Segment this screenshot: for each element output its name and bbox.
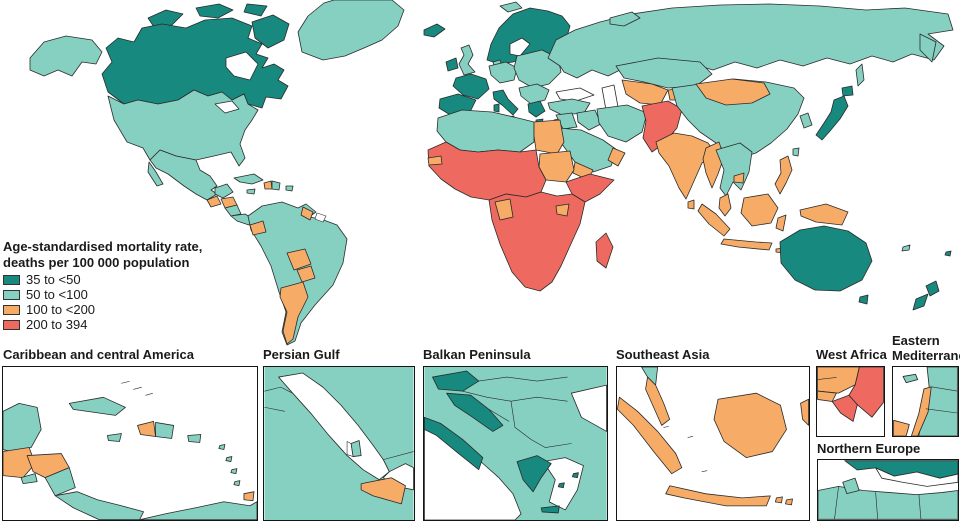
- region-oceania: [779, 225, 952, 311]
- region-europe: [423, 1, 571, 125]
- legend-item-band4: 200 to 394: [3, 317, 202, 332]
- legend-label-band3: 100 to <200: [26, 302, 96, 317]
- inset-map-eastern-mediterranean: [892, 366, 959, 437]
- inset-title-eastern-mediterranean: Eastern Mediterranean: [892, 333, 960, 363]
- legend-swatch-band1: [3, 275, 20, 285]
- region-asia: [547, 3, 954, 254]
- legend-swatch-band4: [3, 320, 20, 330]
- inset-map-southeast-asia: [616, 366, 810, 521]
- region-africa: [427, 109, 615, 292]
- legend-item-band2: 50 to <100: [3, 287, 202, 302]
- region-north-america: [29, 0, 405, 226]
- region-south-america: [247, 201, 348, 346]
- legend-label-band4: 200 to 394: [26, 317, 88, 332]
- inset-title-balkan: Balkan Peninsula: [423, 347, 531, 362]
- world-map: [29, 0, 954, 346]
- legend-item-band1: 35 to <50: [3, 272, 202, 287]
- legend-swatch-band2: [3, 290, 20, 300]
- legend-title-line2: deaths per 100 000 population: [3, 255, 190, 270]
- legend-title-line1: Age-standardised mortality rate,: [3, 239, 203, 254]
- map-legend: Age-standardised mortality rate, deaths …: [3, 239, 202, 331]
- inset-title-caribbean: Caribbean and central America: [3, 347, 194, 362]
- legend-label-band1: 35 to <50: [26, 272, 81, 287]
- inset-map-northern-europe: [817, 459, 959, 521]
- legend-label-band2: 50 to <100: [26, 287, 88, 302]
- inset-title-northern-europe: Northern Europe: [817, 441, 921, 456]
- inset-map-caribbean: [2, 366, 258, 521]
- inset-map-west-africa: [816, 366, 885, 437]
- inset-map-balkan: [423, 366, 608, 521]
- inset-title-persian-gulf: Persian Gulf: [263, 347, 340, 362]
- inset-title-west-africa: West Africa: [816, 347, 887, 362]
- legend-swatch-band3: [3, 305, 20, 315]
- legend-item-band3: 100 to <200: [3, 302, 202, 317]
- inset-map-persian-gulf: [263, 366, 415, 521]
- inset-title-southeast-asia: Southeast Asia: [616, 347, 710, 362]
